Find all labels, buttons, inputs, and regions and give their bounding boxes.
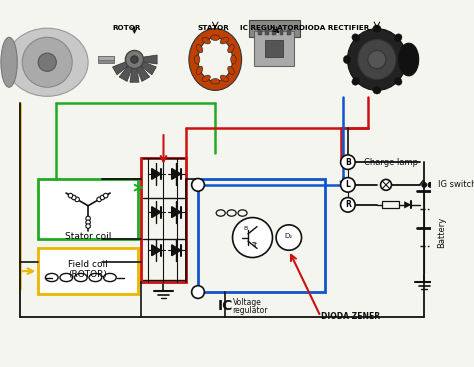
Ellipse shape <box>196 66 203 75</box>
Circle shape <box>86 224 91 228</box>
Text: D₂: D₂ <box>285 233 293 239</box>
Circle shape <box>86 216 91 221</box>
Ellipse shape <box>1 37 17 87</box>
Ellipse shape <box>403 55 410 63</box>
Polygon shape <box>137 60 156 75</box>
Ellipse shape <box>194 55 200 64</box>
Bar <box>287 30 291 35</box>
Ellipse shape <box>189 29 242 90</box>
Text: (ROTOR): (ROTOR) <box>69 270 108 279</box>
Polygon shape <box>172 207 181 218</box>
Ellipse shape <box>198 38 233 81</box>
Text: ROTOR: ROTOR <box>113 25 141 31</box>
Polygon shape <box>112 60 131 75</box>
Ellipse shape <box>352 34 360 41</box>
Circle shape <box>341 178 355 192</box>
Text: L: L <box>346 180 350 189</box>
Text: regulator: regulator <box>233 306 268 315</box>
Text: STATOR: STATOR <box>197 25 229 31</box>
Ellipse shape <box>202 75 210 82</box>
Circle shape <box>341 197 355 212</box>
Bar <box>265 40 283 57</box>
Circle shape <box>103 193 108 198</box>
Circle shape <box>125 50 144 69</box>
Text: B: B <box>243 226 247 231</box>
Text: Stator coil: Stator coil <box>65 232 111 241</box>
Text: Charge lamp: Charge lamp <box>364 158 418 167</box>
Circle shape <box>131 56 138 63</box>
Polygon shape <box>172 168 181 179</box>
Ellipse shape <box>38 53 56 71</box>
Text: IC REGULATOR: IC REGULATOR <box>239 25 299 31</box>
Bar <box>198 178 325 292</box>
Ellipse shape <box>22 37 72 87</box>
Bar <box>265 30 269 35</box>
Text: Field coil: Field coil <box>68 260 108 269</box>
Bar <box>249 21 300 37</box>
Ellipse shape <box>202 37 210 44</box>
Ellipse shape <box>358 40 396 80</box>
Ellipse shape <box>399 43 419 76</box>
Bar <box>255 31 294 66</box>
Ellipse shape <box>228 44 234 53</box>
Bar <box>98 56 114 59</box>
Circle shape <box>100 195 105 200</box>
Text: R: R <box>345 200 351 209</box>
Text: IC: IC <box>218 299 233 313</box>
Polygon shape <box>404 201 411 208</box>
Circle shape <box>68 193 73 198</box>
Bar <box>383 201 399 208</box>
Circle shape <box>428 183 433 187</box>
Bar <box>38 248 138 294</box>
Ellipse shape <box>373 25 381 32</box>
Circle shape <box>276 225 301 250</box>
Polygon shape <box>139 55 157 64</box>
Circle shape <box>97 197 101 201</box>
Polygon shape <box>119 62 134 81</box>
Text: Battery: Battery <box>437 217 446 248</box>
Bar <box>258 30 262 35</box>
Polygon shape <box>135 62 150 81</box>
Ellipse shape <box>211 79 220 84</box>
Circle shape <box>191 286 204 298</box>
Ellipse shape <box>352 77 360 85</box>
Circle shape <box>422 183 427 187</box>
Circle shape <box>381 179 392 190</box>
Ellipse shape <box>368 50 386 69</box>
Ellipse shape <box>394 77 402 85</box>
Circle shape <box>191 178 204 191</box>
Text: DIODA ZENER: DIODA ZENER <box>320 312 380 321</box>
Ellipse shape <box>220 75 228 82</box>
Bar <box>38 178 138 239</box>
Circle shape <box>75 197 79 201</box>
Ellipse shape <box>228 66 234 75</box>
Polygon shape <box>152 168 161 179</box>
Ellipse shape <box>220 37 228 44</box>
Polygon shape <box>152 245 161 256</box>
Ellipse shape <box>211 35 220 40</box>
Bar <box>280 30 283 35</box>
Circle shape <box>341 155 355 170</box>
Ellipse shape <box>6 28 88 96</box>
Text: B: B <box>345 158 351 167</box>
Polygon shape <box>152 207 161 218</box>
Bar <box>141 157 186 282</box>
Text: IG switch: IG switch <box>438 180 474 189</box>
Text: Voltage: Voltage <box>233 298 261 306</box>
Circle shape <box>233 218 273 258</box>
Text: DIODA RECTIFIER: DIODA RECTIFIER <box>299 25 369 31</box>
Circle shape <box>72 195 76 200</box>
Bar <box>273 30 276 35</box>
Bar <box>98 56 114 63</box>
Ellipse shape <box>196 44 203 53</box>
Ellipse shape <box>347 29 407 90</box>
Polygon shape <box>130 64 139 82</box>
Ellipse shape <box>394 34 402 41</box>
Ellipse shape <box>231 55 236 64</box>
Ellipse shape <box>373 87 381 94</box>
Polygon shape <box>172 245 181 256</box>
Ellipse shape <box>343 55 351 63</box>
Text: Tr: Tr <box>251 242 257 248</box>
Circle shape <box>86 220 91 225</box>
